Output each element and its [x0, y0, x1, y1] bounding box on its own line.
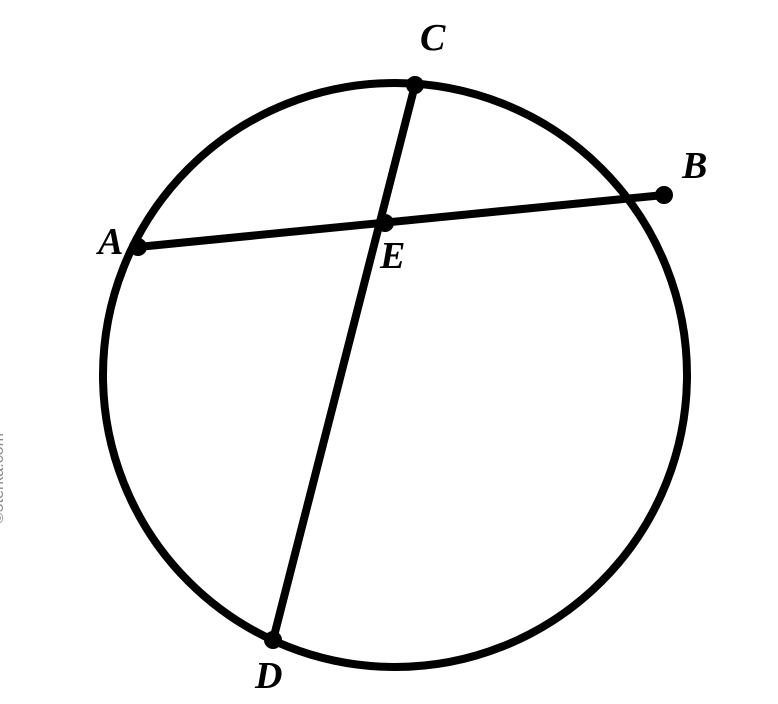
diagram-svg: A B C D E	[0, 0, 778, 704]
label-a: A	[96, 221, 123, 263]
point-e	[376, 214, 394, 232]
geometry-diagram: A B C D E ©5terka.com	[0, 0, 778, 704]
label-e: E	[379, 235, 405, 277]
point-d	[264, 631, 282, 649]
point-c	[406, 76, 424, 94]
label-b: B	[681, 145, 707, 187]
label-c: C	[420, 17, 446, 59]
chord-cd	[273, 85, 415, 640]
point-b	[655, 186, 673, 204]
watermark-text: ©5terka.com	[0, 433, 8, 524]
point-a	[129, 238, 147, 256]
label-d: D	[254, 655, 282, 697]
